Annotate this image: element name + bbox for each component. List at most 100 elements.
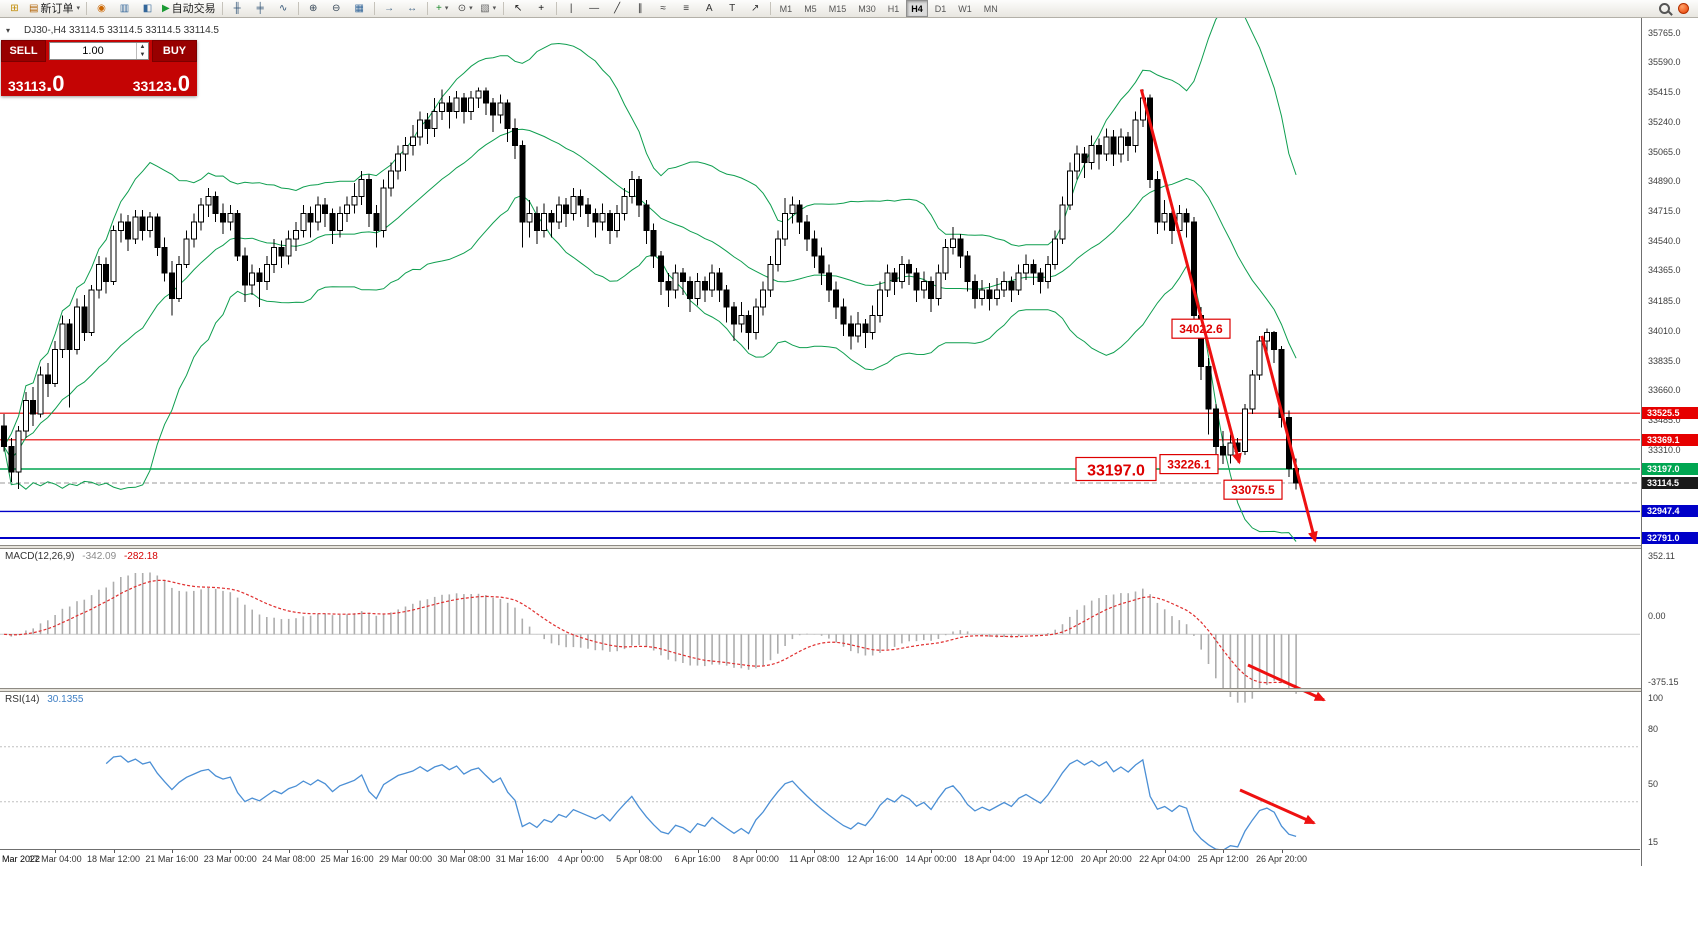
channel-icon[interactable]: ∥ <box>629 0 652 18</box>
sell-button[interactable]: SELL <box>1 40 46 62</box>
trendline-icon: ╱ <box>614 2 621 14</box>
period-menu-icon[interactable]: ⊙ ▾ <box>454 0 477 18</box>
rsi-line <box>105 755 1297 851</box>
timeframe-m5-button[interactable]: M5 <box>804 3 817 14</box>
bar-chart-icon[interactable]: ╫ <box>226 0 249 18</box>
timeframe-toolbar: M1 M5 M15 M30 H1 H4 D1 W1 MN <box>774 0 1004 18</box>
chevron-down-icon: ▾ <box>76 4 80 12</box>
rsi-axis-50: 50 <box>1648 778 1659 789</box>
annotation-text: 34022.6 <box>1179 322 1223 336</box>
time-tick-label: 6 Apr 16:00 <box>674 854 721 864</box>
time-tick <box>1223 850 1225 853</box>
crosshair-tool-icon[interactable]: + <box>530 0 553 18</box>
price-axis[interactable]: 35765.0 35590.0 35415.0 35240.0 35065.0 34890… <box>1641 18 1698 866</box>
add-indicator-button[interactable]: + ▾ <box>431 0 454 18</box>
vertical-line-icon[interactable]: | <box>560 0 583 18</box>
rsi-panel-canvas[interactable] <box>0 710 1640 866</box>
one-click-trading-panel: SELL 1.00 ▲ ▼ BUY 33113.0 33123.0 <box>1 40 197 96</box>
time-axis[interactable]: Mar 2022 17 Mar 04:00 18 Mar 12:00 21 Mar 1… <box>0 849 1640 867</box>
navigator-icon[interactable]: ◧ <box>136 0 159 18</box>
price-tick-label: 34890.0 <box>1648 176 1681 187</box>
trend-arrows[interactable] <box>1139 89 1318 543</box>
timeframe-m30-button[interactable]: M30 <box>858 3 876 14</box>
news-badge-icon[interactable] <box>1678 3 1689 14</box>
timeframe-h1-button[interactable]: H1 <box>887 3 900 14</box>
time-tick-label: 18 Mar 12:00 <box>86 854 141 864</box>
auto-scroll-icon[interactable]: → <box>378 0 401 18</box>
price-badge-33114.5: 33114.5 <box>1642 477 1698 489</box>
price-tick-label: 35765.0 <box>1648 27 1681 38</box>
annotation-box <box>1075 456 1157 482</box>
auto-trading-button[interactable]: ▶ 自动交易 <box>159 0 219 18</box>
main-chart-canvas[interactable]: 34022.6 33197.0 33226.1 33075.5 <box>0 18 1640 545</box>
time-tick <box>463 850 465 853</box>
macd-rsi-separator[interactable] <box>0 688 1698 692</box>
search-icon[interactable] <box>1659 3 1670 14</box>
price-tick-label: 33485.0 <box>1648 415 1681 426</box>
text-icon[interactable]: A <box>698 0 721 18</box>
volume-up-icon[interactable]: ▲ <box>139 44 146 50</box>
buy-price: 33123.0 <box>132 71 190 96</box>
data-window-icon: ▥ <box>119 2 130 14</box>
template-icon[interactable]: ▧ ▾ <box>477 0 500 18</box>
time-tick-label: 5 Apr 08:00 <box>616 854 663 864</box>
arrow-tool-icon[interactable]: ↗ <box>744 0 767 18</box>
chart-macd-separator[interactable] <box>0 545 1698 549</box>
new-chart-icon[interactable]: ⊞ <box>3 0 26 18</box>
rsi-trend-arrow <box>1239 788 1316 825</box>
macd-indicator-label: MACD(12,26,9) -342.09 -282.18 <box>3 551 160 562</box>
text-label-icon[interactable]: T <box>721 0 744 18</box>
bar-chart-icon: ╫ <box>233 2 241 14</box>
toolbar-tools-group: ⊞ ▤ 新订单 ▾ ◉ ▥ ◧ ▶ 自动交易 ╫ ╪ ∿ ⊕ ⊖ ▦ → ↔ + ▾ ⊙ ▾ ▧ ▾ ↖ + | ― ╱ ∥ ≈ ≡ A T ↗ <box>3 0 774 18</box>
volume-field[interactable]: 1.00 ▲ ▼ <box>49 42 149 60</box>
price-tick-label: 34010.0 <box>1648 325 1681 336</box>
chart-shift-icon[interactable]: ↔ <box>401 0 424 18</box>
horizontal-line-icon[interactable]: ― <box>583 0 606 18</box>
one-click-collapse-icon[interactable]: ▾ <box>6 26 11 35</box>
market-watch-icon[interactable]: ◉ <box>90 0 113 18</box>
candlestick-chart-icon[interactable]: ╪ <box>249 0 272 18</box>
volume-value[interactable]: 1.00 <box>82 45 104 57</box>
line-chart-icon[interactable]: ∿ <box>272 0 295 18</box>
timeframe-mn-button[interactable]: MN <box>983 3 998 14</box>
buy-button[interactable]: BUY <box>152 40 197 62</box>
price-tick-label: 33310.0 <box>1648 444 1681 455</box>
fibonacci-icon: ≈ <box>660 2 666 14</box>
time-tick-label: 23 Mar 00:00 <box>203 854 257 864</box>
timeframe-m1-button[interactable]: M1 <box>779 3 793 14</box>
annotation-box <box>1223 479 1283 500</box>
price-badge-33197.0: 33197.0 <box>1642 463 1698 475</box>
trendline-icon[interactable]: ╱ <box>606 0 629 18</box>
cursor-tool-icon[interactable]: ↖ <box>507 0 530 18</box>
macd-trend-arrow <box>1247 663 1326 702</box>
shapes-icon[interactable]: ≡ <box>675 0 698 18</box>
zoom-in-icon[interactable]: ⊕ <box>302 0 325 18</box>
timeframe-d1-button[interactable]: D1 <box>934 3 947 14</box>
macd-panel-canvas[interactable] <box>0 567 1640 706</box>
time-tick <box>755 850 757 853</box>
time-tick-label: 24 Mar 08:00 <box>262 854 316 864</box>
toolbar: ⊞ ▤ 新订单 ▾ ◉ ▥ ◧ ▶ 自动交易 ╫ ╪ ∿ ⊕ ⊖ ▦ → ↔ + ▾ ⊙ ▾ ▧ ▾ ↖ + | ― ╱ ∥ ≈ ≡ A T ↗ … <box>0 0 1698 18</box>
sell-price: 33113.0 <box>8 71 65 96</box>
time-tick <box>230 850 232 853</box>
timeframe-w1-button[interactable]: W1 <box>958 3 972 14</box>
new-order-button[interactable]: ▤ 新订单 ▾ <box>26 0 83 18</box>
price-badge-32791.0: 32791.0 <box>1642 532 1698 544</box>
data-window-icon[interactable]: ▥ <box>113 0 136 18</box>
volume-stepper[interactable]: ▲ ▼ <box>136 43 148 59</box>
volume-down-icon[interactable]: ▼ <box>139 52 146 58</box>
horizontal-level-lines[interactable] <box>0 412 1640 539</box>
macd-histogram <box>10 572 1297 703</box>
timeframe-m15-button[interactable]: M15 <box>828 3 847 14</box>
time-tick <box>113 850 115 853</box>
zoom-out-icon[interactable]: ⊖ <box>325 0 348 18</box>
fibonacci-icon[interactable]: ≈ <box>652 0 675 18</box>
zoom-out-icon: ⊖ <box>331 2 341 14</box>
cursor-tool-icon: ↖ <box>513 2 523 14</box>
price-annotations[interactable]: 34022.6 33197.0 33226.1 33075.5 <box>1075 318 1283 500</box>
timeframe-h4-button[interactable]: H4 <box>906 0 928 17</box>
price-tick-label: 35590.0 <box>1648 57 1681 68</box>
annotation-text: 33075.5 <box>1231 483 1275 497</box>
tile-windows-icon[interactable]: ▦ <box>348 0 371 18</box>
annotation-box <box>1159 454 1219 475</box>
